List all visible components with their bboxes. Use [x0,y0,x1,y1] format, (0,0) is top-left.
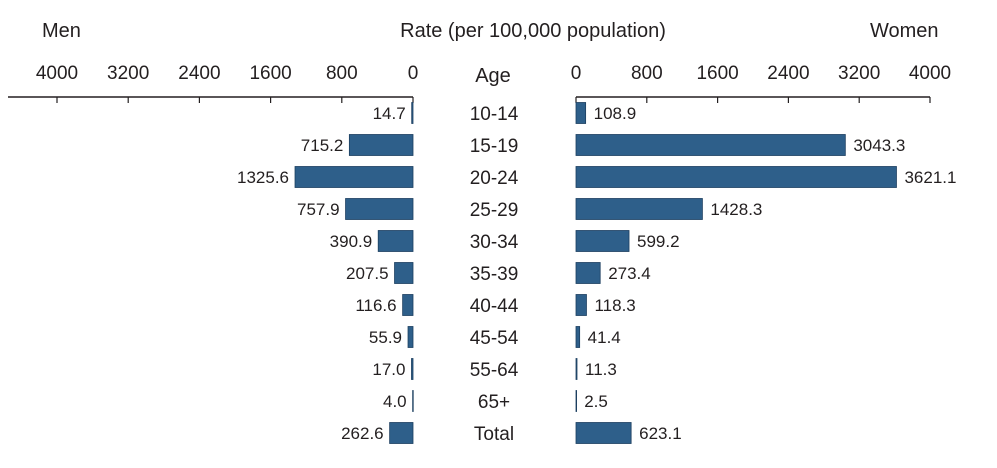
chart-title: Rate (per 100,000 population) [400,20,666,42]
age-category-label: 65+ [478,392,510,413]
women-x-axis: 0 800 1600 2400 3200 4000 [571,63,951,103]
men-value-label: 4.0 [383,392,407,411]
age-category-label: Total [474,424,514,445]
chart-row: 1325.6 20-24 3621.1 [237,166,956,189]
women-value-label: 41.4 [588,328,621,347]
men-bar [294,166,414,188]
women-bar [575,102,587,124]
age-category-label: 15-19 [470,136,519,157]
men-bar [389,422,414,444]
women-value-label: 118.3 [594,296,635,315]
women-bar [575,166,897,188]
chart-row: 14.7 10-14 108.9 [373,102,637,125]
men-bar [411,102,414,124]
chart-row: 390.9 30-34 599.2 [330,230,680,253]
men-bar [412,390,414,412]
women-value-label: 3043.3 [853,136,905,155]
men-tick-label: 0 [408,63,419,84]
age-category-label: 55-64 [470,360,519,381]
men-value-label: 207.5 [346,264,389,283]
men-value-label: 55.9 [369,328,402,347]
women-value-label: 599.2 [637,232,680,251]
women-tick-label: 0 [571,63,582,84]
women-bar [575,422,632,444]
men-value-label: 17.0 [372,360,405,379]
women-tick-label: 1600 [696,63,738,84]
women-bar [575,262,601,284]
men-value-label: 262.6 [341,424,384,443]
women-bar [575,358,578,380]
chart-row: 17.0 55-64 11.3 [372,358,617,381]
women-bar [575,294,587,316]
age-axis-label: Age [475,65,511,87]
women-value-label: 273.4 [608,264,651,283]
women-tick-label: 800 [631,63,663,84]
women-tick-label: 4000 [909,63,951,84]
women-value-label: 108.9 [594,104,637,123]
chart-row: 757.9 25-29 1428.3 [297,198,762,221]
men-bar [394,262,414,284]
women-value-label: 3621.1 [904,168,956,187]
age-category-label: 40-44 [470,296,519,317]
chart-row: 116.6 40-44 118.3 [355,294,636,317]
men-value-label: 757.9 [297,200,340,219]
men-value-label: 390.9 [330,232,373,251]
chart-rows: 14.7 10-14 108.9 715.2 15-19 3043.3 1325.6 20-2… [237,102,956,445]
men-value-label: 14.7 [373,104,406,123]
men-bar [377,230,414,252]
men-bar [411,358,414,380]
men-value-label: 116.6 [355,296,396,315]
women-bar [575,390,578,412]
men-tick-label: 1600 [249,63,291,84]
women-bar [575,134,846,156]
age-category-label: 10-14 [470,104,519,125]
women-value-label: 1428.3 [710,200,762,219]
men-bar [345,198,414,220]
age-category-label: 30-34 [470,232,519,253]
men-value-label: 715.2 [301,136,344,155]
women-value-label: 11.3 [585,360,617,379]
age-category-label: 35-39 [470,264,519,285]
men-tick-label: 800 [326,63,358,84]
chart-row: 715.2 15-19 3043.3 [301,134,905,157]
women-bar [575,198,703,220]
women-tick-label: 2400 [767,63,809,84]
women-value-label: 2.5 [584,392,608,411]
women-series-label: Women [870,20,939,42]
men-tick-label: 3200 [107,63,149,84]
age-category-label: 20-24 [470,168,519,189]
women-bar [575,230,630,252]
women-value-label: 623.1 [639,424,682,443]
men-x-axis: 0 800 1600 2400 3200 4000 [8,63,418,103]
men-series-label: Men [42,20,81,42]
chart-row: 207.5 35-39 273.4 [346,262,651,285]
men-tick-label: 4000 [36,63,78,84]
women-tick-label: 3200 [838,63,880,84]
men-value-label: 1325.6 [237,168,289,187]
age-category-label: 45-54 [470,328,519,349]
chart-row: 262.6 Total 623.1 [341,422,682,445]
women-bar [575,326,581,348]
chart-row: 4.0 65+ 2.5 [383,390,608,413]
men-bar [402,294,414,316]
men-bar [407,326,414,348]
age-category-label: 25-29 [470,200,519,221]
men-bar [348,134,414,156]
chart-row: 55.9 45-54 41.4 [369,326,621,349]
men-tick-label: 2400 [178,63,220,84]
